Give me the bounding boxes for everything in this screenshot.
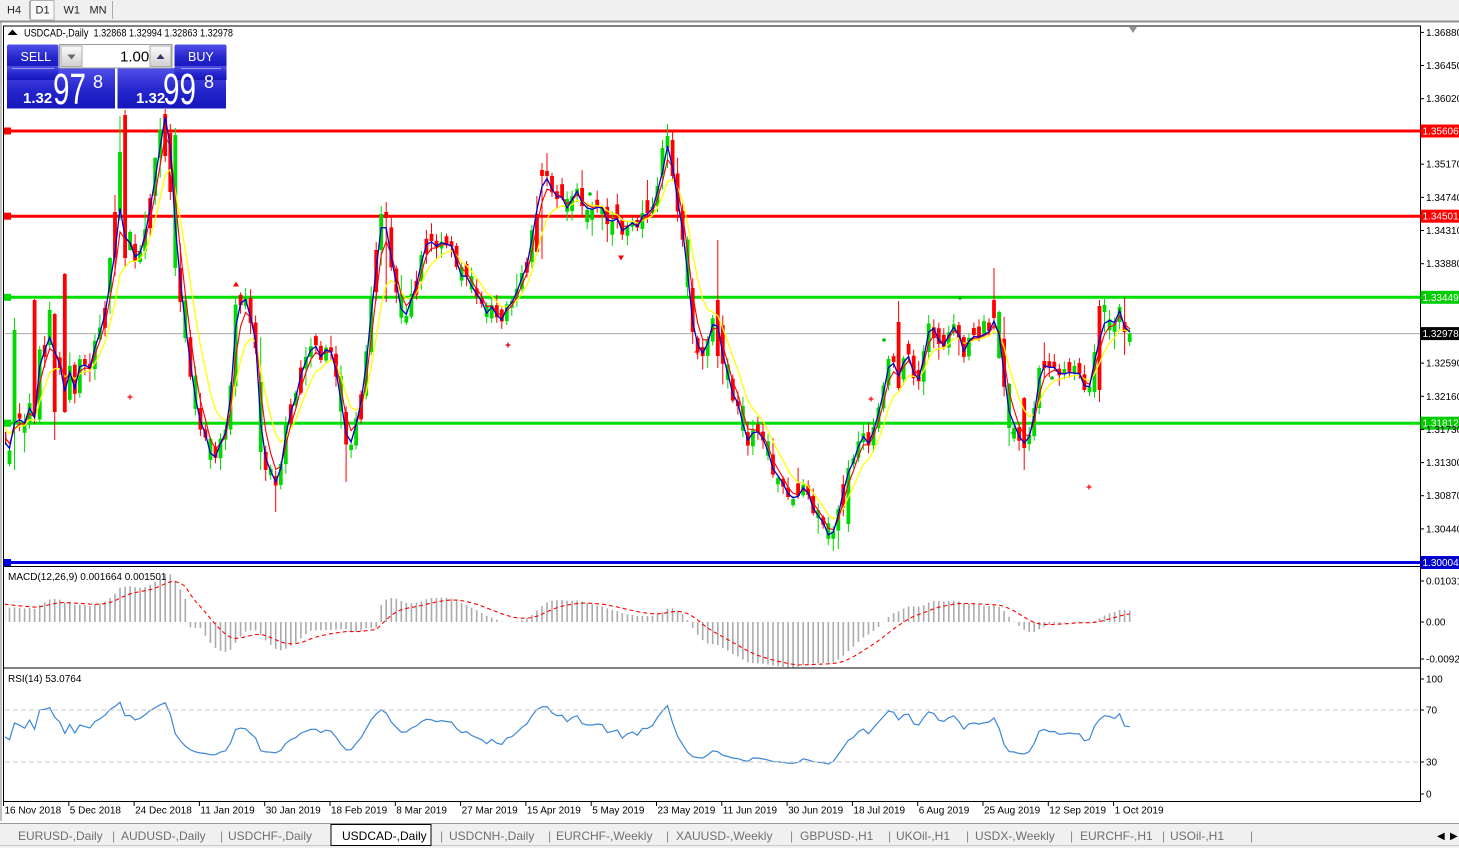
svg-text:1.34740: 1.34740 [1426, 193, 1459, 204]
svg-text:RSI(14) 53.0764: RSI(14) 53.0764 [8, 674, 82, 685]
svg-text:|: | [440, 829, 443, 843]
svg-text:D1: D1 [36, 5, 50, 17]
svg-text:12 Sep 2019: 12 Sep 2019 [1049, 806, 1106, 817]
svg-text:1.30440: 1.30440 [1426, 524, 1459, 535]
svg-text:1.36020: 1.36020 [1426, 94, 1459, 105]
svg-text:30 Jun 2019: 30 Jun 2019 [788, 806, 843, 817]
svg-text:30 Jan 2019: 30 Jan 2019 [266, 806, 321, 817]
svg-text:1.33449: 1.33449 [1423, 293, 1459, 304]
svg-text:16 Nov 2018: 16 Nov 2018 [5, 806, 62, 817]
svg-text:H4: H4 [7, 5, 21, 17]
svg-text:0.010311: 0.010311 [1426, 577, 1459, 588]
svg-text:-0.00920: -0.00920 [1426, 655, 1459, 666]
svg-text:USDCNH-,Daily: USDCNH-,Daily [449, 829, 534, 843]
svg-text:1.32160: 1.32160 [1426, 392, 1459, 403]
svg-text:EURCHF-,Weekly: EURCHF-,Weekly [556, 829, 652, 843]
svg-text:0.00: 0.00 [1426, 618, 1446, 629]
svg-text:1.32: 1.32 [136, 90, 165, 107]
svg-text:5 May 2019: 5 May 2019 [592, 806, 645, 817]
svg-text:|: | [548, 829, 551, 843]
svg-text:1.36880: 1.36880 [1426, 28, 1459, 39]
svg-text:W1: W1 [64, 5, 81, 17]
svg-text:1.32590: 1.32590 [1426, 359, 1459, 370]
svg-text:70: 70 [1426, 706, 1438, 717]
svg-text:11 Jan 2019: 11 Jan 2019 [200, 806, 255, 817]
svg-text:BUY: BUY [188, 50, 214, 64]
svg-text:USDCHF-,Daily: USDCHF-,Daily [228, 829, 312, 843]
svg-text:1.35606: 1.35606 [1423, 127, 1459, 138]
svg-text:1.34310: 1.34310 [1426, 226, 1459, 237]
svg-text:6 Aug 2019: 6 Aug 2019 [919, 806, 970, 817]
svg-text:USDCAD-,Daily: USDCAD-,Daily [342, 829, 427, 843]
svg-text:100: 100 [1426, 675, 1443, 686]
svg-text:5 Dec 2018: 5 Dec 2018 [70, 806, 122, 817]
svg-text:◀: ◀ [1437, 831, 1445, 842]
svg-text:USOil-,H1: USOil-,H1 [1170, 829, 1224, 843]
svg-text:USDCAD-,Daily 1.32868 1.32994: USDCAD-,Daily 1.32868 1.32994 1.32863 1.… [24, 28, 233, 40]
svg-text:30: 30 [1426, 758, 1438, 769]
svg-text:1.34501: 1.34501 [1423, 212, 1459, 223]
svg-text:15 Apr 2019: 15 Apr 2019 [527, 806, 581, 817]
svg-text:XAUUSD-,Weekly: XAUUSD-,Weekly [676, 829, 772, 843]
svg-text:8: 8 [204, 72, 214, 92]
svg-text:|: | [112, 829, 115, 843]
svg-text:|: | [1070, 829, 1073, 843]
svg-text:|: | [666, 829, 669, 843]
svg-text:|: | [966, 829, 969, 843]
svg-text:MACD(12,26,9) 0.001664 0.00150: MACD(12,26,9) 0.001664 0.001501 [8, 572, 167, 583]
svg-text:GBPUSD-,H1: GBPUSD-,H1 [800, 829, 874, 843]
svg-text:1.30004: 1.30004 [1423, 558, 1459, 569]
svg-text:1.35170: 1.35170 [1426, 160, 1459, 171]
svg-text:0: 0 [1426, 790, 1432, 801]
svg-text:EURCHF-,H1: EURCHF-,H1 [1080, 829, 1153, 843]
svg-text:MN: MN [90, 5, 107, 17]
svg-text:24 Dec 2018: 24 Dec 2018 [135, 806, 192, 817]
svg-text:UKOil-,H1: UKOil-,H1 [896, 829, 950, 843]
svg-text:AUDUSD-,Daily: AUDUSD-,Daily [121, 829, 206, 843]
svg-text:23 May 2019: 23 May 2019 [658, 806, 716, 817]
svg-text:1.31730: 1.31730 [1426, 425, 1459, 436]
svg-text:1.32: 1.32 [23, 90, 52, 107]
svg-text:8 Mar 2019: 8 Mar 2019 [396, 806, 447, 817]
svg-text:▶: ▶ [1450, 831, 1458, 842]
svg-text:EURUSD-,Daily: EURUSD-,Daily [18, 829, 103, 843]
svg-text:1.31300: 1.31300 [1426, 458, 1459, 469]
svg-text:1.00: 1.00 [120, 49, 149, 66]
svg-text:1.33880: 1.33880 [1426, 259, 1459, 270]
svg-text:1.36450: 1.36450 [1426, 61, 1459, 72]
svg-text:1 Oct 2019: 1 Oct 2019 [1115, 806, 1164, 817]
svg-text:18 Feb 2019: 18 Feb 2019 [331, 806, 388, 817]
svg-text:27 Mar 2019: 27 Mar 2019 [462, 806, 519, 817]
svg-text:1.30870: 1.30870 [1426, 491, 1459, 502]
svg-text:|: | [790, 829, 793, 843]
svg-text:18 Jul 2019: 18 Jul 2019 [853, 806, 905, 817]
svg-text:|: | [1162, 829, 1165, 843]
svg-text:|: | [1250, 829, 1253, 843]
svg-text:25 Aug 2019: 25 Aug 2019 [984, 806, 1041, 817]
svg-text:1.32978: 1.32978 [1423, 329, 1459, 340]
svg-text:11 Jun 2019: 11 Jun 2019 [723, 806, 778, 817]
svg-text:|: | [888, 829, 891, 843]
svg-text:SELL: SELL [21, 50, 52, 64]
svg-text:|: | [220, 829, 223, 843]
svg-text:USDX-,Weekly: USDX-,Weekly [975, 829, 1055, 843]
svg-text:97: 97 [53, 65, 86, 114]
svg-text:99: 99 [163, 65, 196, 114]
svg-text:1.31812: 1.31812 [1423, 419, 1459, 430]
svg-text:8: 8 [93, 72, 103, 92]
